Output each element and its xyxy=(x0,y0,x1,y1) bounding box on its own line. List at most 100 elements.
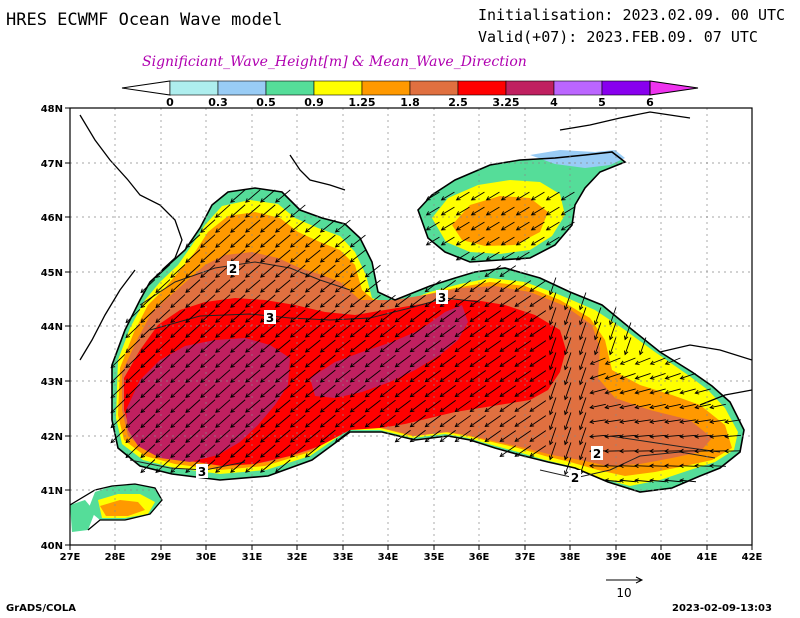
wave-arrow xyxy=(579,322,587,340)
wave-arrow-head xyxy=(455,241,461,246)
wave-arrow xyxy=(455,385,471,397)
wave-arrow-head xyxy=(200,243,205,248)
wave-arrow-head xyxy=(454,362,460,368)
wave-arrow xyxy=(694,434,712,438)
wave-arrow-head xyxy=(649,360,655,365)
wave-arrow xyxy=(335,414,351,428)
lon-label: 33E xyxy=(333,552,354,563)
wave-arrow-head xyxy=(454,437,460,443)
wave-arrow-head xyxy=(334,318,340,323)
wave-arrow xyxy=(529,355,547,367)
wave-arrow-head xyxy=(409,407,415,413)
wave-arrow-head xyxy=(440,241,446,246)
wave-arrow xyxy=(230,309,246,323)
wave-arrow xyxy=(365,309,381,323)
wave-arrow-head xyxy=(484,362,490,368)
wave-arrow xyxy=(564,457,572,475)
wave-arrow xyxy=(260,414,276,428)
wave-arrow xyxy=(579,367,587,385)
wave-arrow-head xyxy=(289,228,295,233)
wave-arrow-head xyxy=(424,287,430,293)
wave-arrow xyxy=(260,249,276,263)
wave-arrow-head xyxy=(514,392,520,397)
wave-arrow-head xyxy=(484,332,490,338)
contour-label: 3 xyxy=(198,465,206,479)
wave-arrow xyxy=(531,221,545,231)
wave-arrow-head xyxy=(563,305,569,311)
wave-arrow-head xyxy=(545,226,551,231)
wave-arrow-head xyxy=(469,392,475,398)
wave-arrow-head xyxy=(289,453,295,458)
wave-arrow-head xyxy=(289,393,295,398)
wave-arrow-head xyxy=(514,437,520,442)
wave-arrow xyxy=(425,414,441,428)
wave-arrow-head xyxy=(469,407,475,413)
wave-arrow-head xyxy=(548,320,554,326)
wave-arrow-head xyxy=(275,438,280,443)
wave-arrow-head xyxy=(515,256,521,261)
wave-arrow xyxy=(619,479,637,483)
wave-arrow-head xyxy=(349,333,355,338)
wave-arrow-head xyxy=(185,273,190,278)
wave-arrow xyxy=(665,419,681,423)
wave-arrow xyxy=(579,397,587,415)
wave-arrow xyxy=(564,382,572,400)
wave-arrow xyxy=(549,442,557,460)
wave-arrow xyxy=(605,388,621,394)
wave-arrow xyxy=(230,219,246,233)
wave-arrow-head xyxy=(514,302,520,307)
wave-arrow-head xyxy=(304,408,310,413)
wave-arrow-head xyxy=(125,393,131,399)
wave-arrow-head xyxy=(334,228,340,233)
map-subtitle: Significiant_Wave_Height[m] & Mean_Wave_… xyxy=(142,54,527,70)
wave-arrow xyxy=(260,429,276,443)
wave-arrow-head xyxy=(170,333,175,339)
wave-arrow-head xyxy=(604,404,610,410)
wave-arrow-head xyxy=(185,438,190,443)
wave-arrow xyxy=(260,189,276,203)
wave-arrow-head xyxy=(275,228,280,233)
wave-arrow-head xyxy=(185,393,190,398)
wave-arrow-head xyxy=(484,437,490,443)
wave-arrow-head xyxy=(634,448,639,454)
wave-arrow xyxy=(215,414,231,428)
wave-arrow-head xyxy=(319,303,325,308)
wave-arrow-head xyxy=(499,302,505,307)
wave-arrow xyxy=(549,292,557,310)
wave-arrow-head xyxy=(319,438,325,443)
wave-arrow xyxy=(609,322,617,340)
wave-arrow-head xyxy=(578,395,584,401)
wave-arrow xyxy=(484,415,502,427)
wave-arrow-head xyxy=(529,422,535,427)
wave-arrow xyxy=(170,309,186,323)
wave-arrow xyxy=(365,354,381,368)
wave-arrow-head xyxy=(563,380,569,386)
wave-arrow-head xyxy=(548,410,554,416)
wave-arrow xyxy=(486,191,500,201)
wave-arrow xyxy=(529,325,547,337)
wave-arrow-head xyxy=(125,453,131,459)
wave-arrow xyxy=(215,339,231,353)
azov-orange xyxy=(452,196,548,246)
wave-arrow xyxy=(260,204,276,218)
border-line xyxy=(659,344,752,361)
wave-arrow-head xyxy=(289,408,295,413)
wave-arrow xyxy=(215,459,231,473)
wave-arrow-head xyxy=(679,448,684,454)
wave-arrow xyxy=(455,325,471,337)
wave-arrow xyxy=(380,324,396,338)
wave-arrow-head xyxy=(634,375,640,380)
wave-arrow xyxy=(609,337,617,355)
wave-arrow-head xyxy=(529,287,535,292)
wave-arrow-head xyxy=(664,434,669,439)
wave-arrow xyxy=(501,206,515,216)
wave-arrow xyxy=(664,479,682,483)
wave-arrow-head xyxy=(455,211,461,216)
wave-arrow-head xyxy=(260,423,265,428)
wave-arrow xyxy=(529,385,547,397)
wave-arrow xyxy=(170,459,186,473)
wave-arrow xyxy=(200,294,216,308)
lon-label: 29E xyxy=(151,552,172,563)
colorbar-label: 3.25 xyxy=(492,96,519,109)
wave-arrow xyxy=(579,412,587,430)
